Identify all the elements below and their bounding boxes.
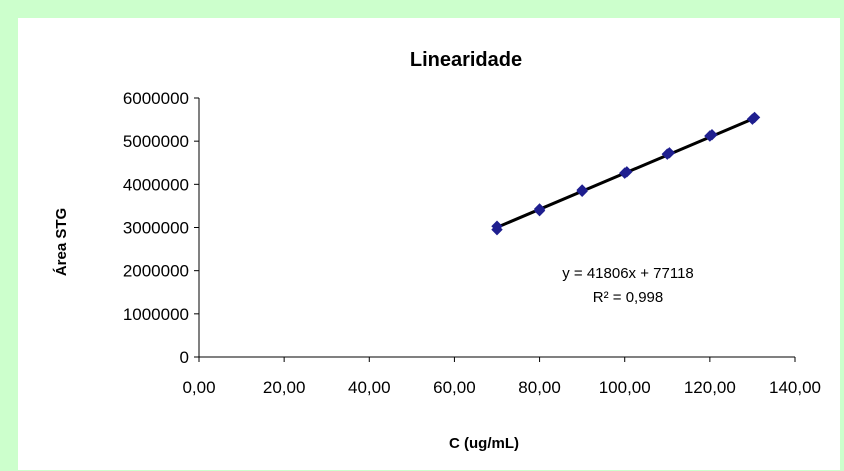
y-tick-label: 5000000 [123,132,189,151]
x-tick-label: 120,00 [684,378,736,397]
data-point [533,203,546,215]
y-tick-label: 3000000 [123,219,189,238]
r-squared-label: R² = 0,998 [593,289,663,306]
data-point [576,184,588,196]
y-tick-label: 1000000 [123,305,189,324]
x-tick-label: 100,00 [599,378,651,397]
y-tick-label: 2000000 [123,262,189,281]
x-tick-label: 140,00 [769,378,821,397]
x-axis-label: C (ug/mL) [449,435,519,452]
scatter-chart: Linearidade Área STG C (ug/mL) y = 41806… [53,49,821,452]
y-tick-label: 6000000 [123,89,189,108]
x-tick-label: 20,00 [263,378,306,397]
data-point [621,166,633,178]
chart-area: Linearidade Área STG C (ug/mL) y = 41806… [18,18,840,470]
data-point [706,128,718,141]
trendline-equation: y = 41806x + 77118 [562,265,694,282]
y-tick-label: 4000000 [123,175,189,194]
x-tick-label: 80,00 [518,378,561,397]
data-point [748,111,761,124]
data-point [491,220,503,232]
chart-title: Linearidade [410,49,522,71]
y-tick-label: 0 [180,348,189,367]
y-axis-label: Área STG [53,208,70,276]
x-tick-label: 60,00 [433,378,476,397]
x-tick-label: 40,00 [348,378,391,397]
x-tick-label: 0,00 [182,378,215,397]
data-point [663,147,676,159]
